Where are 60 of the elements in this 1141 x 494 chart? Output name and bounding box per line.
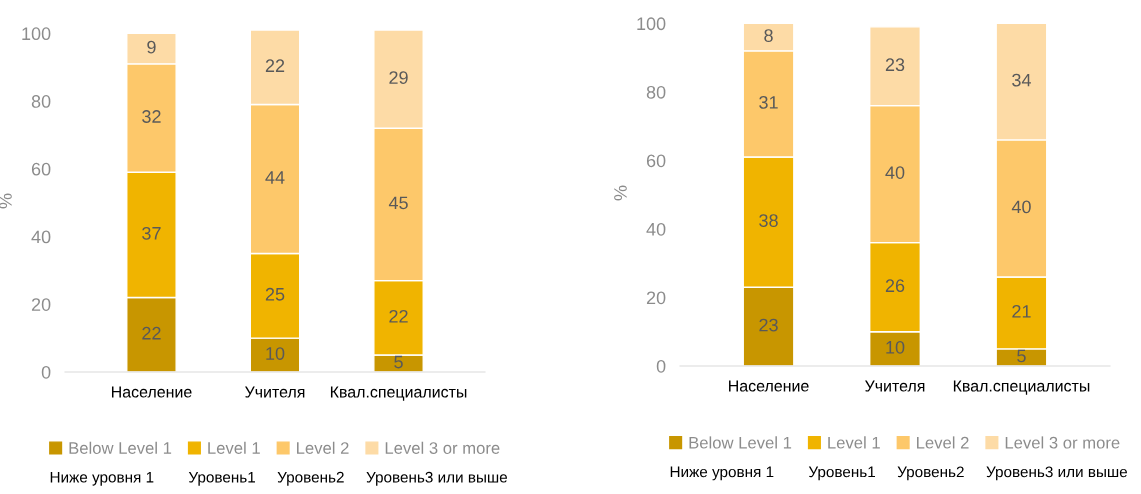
text: Ниже уровня 1	[670, 466, 774, 481]
text: Уровень2	[277, 471, 344, 486]
data-label: 10	[886, 340, 905, 354]
data-label: 22	[389, 309, 408, 323]
x-tick-label: Квал.специалисты	[330, 386, 467, 401]
data-label: 21	[1012, 304, 1031, 318]
y-tick-label: 100	[22, 27, 51, 41]
data-label: 5	[1017, 349, 1026, 363]
data-label: 34	[1012, 73, 1031, 87]
text: Ниже уровня 1	[50, 471, 154, 486]
legend-label: Level 2	[917, 436, 969, 449]
y-tick-label: 80	[646, 85, 666, 99]
y-tick-label: 20	[31, 298, 51, 311]
y-tick-label: 40	[646, 222, 666, 236]
data-label: 31	[759, 95, 778, 109]
y-tick-label: 0	[656, 359, 666, 373]
legend-label: Level 3 or more	[1005, 436, 1120, 449]
text: Уровень2	[897, 466, 964, 481]
y-axis-title: %	[0, 193, 12, 209]
text: Уровень1	[808, 466, 875, 481]
y-tick-label: 80	[31, 95, 51, 108]
y-tick-label: 0	[41, 365, 51, 379]
data-label: 25	[265, 287, 285, 301]
y-tick-label: 60	[31, 162, 51, 176]
data-label: 40	[885, 166, 905, 180]
data-label: 40	[1011, 200, 1031, 214]
data-label: 38	[759, 214, 778, 227]
data-label: 23	[885, 58, 905, 72]
x-tick-label: Учителя	[245, 386, 305, 398]
data-label: 9	[147, 40, 156, 54]
data-label: 22	[265, 59, 285, 72]
text: Уровень3 или выше	[986, 466, 1128, 481]
legend-label: Below Level 1	[69, 441, 172, 454]
y-tick-label: 20	[646, 291, 666, 305]
legend-label: Level 2	[297, 441, 349, 454]
text: Уровень1	[188, 471, 255, 486]
legend-label: Level 1	[208, 441, 260, 454]
data-label: 22	[142, 326, 161, 340]
data-label: 29	[389, 71, 408, 84]
data-label: 37	[142, 226, 161, 240]
legend-label: Level 3 or more	[385, 441, 500, 454]
text: Уровень3 или выше	[366, 471, 508, 486]
x-tick-label: Учителя	[865, 380, 925, 392]
data-label: 32	[142, 110, 161, 123]
x-tick-label: Квал.специалисты	[953, 380, 1090, 395]
data-label: 44	[265, 171, 285, 184]
y-axis-title: %	[614, 185, 627, 201]
data-label: 45	[388, 196, 408, 210]
data-label: 5	[394, 355, 403, 369]
y-tick-label: 40	[31, 230, 51, 244]
y-tick-label: 60	[646, 154, 666, 168]
data-label: 8	[764, 29, 773, 42]
data-label: 23	[759, 318, 778, 332]
legend-label: Level 1	[828, 436, 880, 449]
y-tick-label: 100	[637, 17, 666, 31]
x-tick-label: Население	[112, 386, 192, 398]
legend-label: Below Level 1	[689, 436, 792, 449]
data-label: 26	[885, 279, 905, 293]
x-tick-label: Население	[729, 380, 809, 392]
data-label: 10	[266, 347, 285, 360]
